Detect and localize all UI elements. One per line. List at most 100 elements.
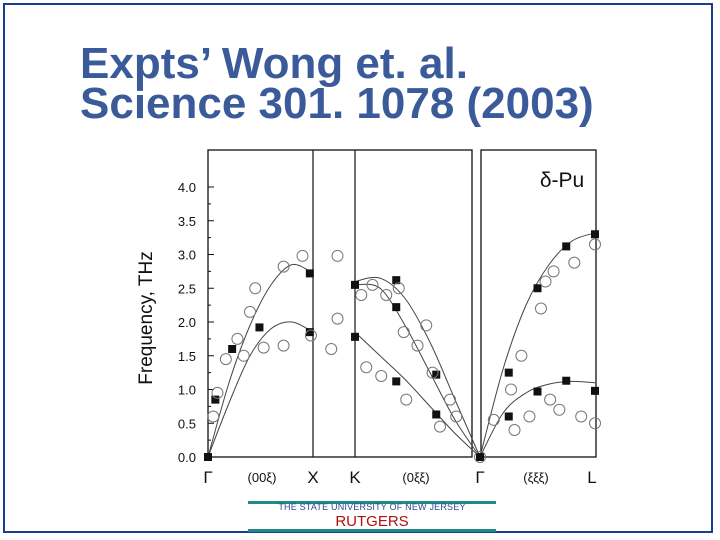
y-tick-label: 2.0 <box>178 315 196 330</box>
data-point-circle <box>444 393 456 406</box>
y-tick-label: 0.0 <box>178 450 196 465</box>
data-point-square <box>562 376 571 385</box>
data-point-circle <box>325 343 338 355</box>
data-point-circle <box>360 361 373 374</box>
plot-frame-right <box>480 149 597 458</box>
data-point-circle <box>331 312 344 325</box>
x-direction-label: (ξξξ) <box>523 470 548 485</box>
data-point-square <box>591 386 599 395</box>
data-point-square <box>392 303 401 312</box>
data-point-circle <box>589 417 601 430</box>
data-point-circle <box>568 256 581 269</box>
data-point-circle <box>380 289 393 301</box>
data-point-circle <box>539 275 552 288</box>
data-point-square <box>504 368 513 377</box>
slide-title-line-1: Expts’ Wong et. al. <box>80 39 468 88</box>
dispersion-fit-curve <box>479 232 596 458</box>
data-point-square <box>392 377 401 386</box>
y-tick-label: 2.5 <box>178 281 196 296</box>
data-point-square <box>562 242 571 251</box>
data-point-circle <box>411 339 424 352</box>
data-point-square <box>228 345 237 353</box>
data-point-square <box>255 323 264 332</box>
data-point-square <box>591 230 599 239</box>
dispersion-fit-curve <box>479 380 596 458</box>
x-point-label: X <box>307 468 318 487</box>
footer-university: THE STATE UNIVERSITY OF NEW JERSEY <box>278 502 466 512</box>
slide-title: Expts’ Wong et. al. Science 301. 1078 (2… <box>80 39 594 128</box>
data-point-circle <box>515 349 528 362</box>
data-point-circle <box>474 451 486 463</box>
data-point-circle <box>547 265 560 278</box>
data-point-circle <box>277 260 290 273</box>
data-point-circle <box>523 410 536 423</box>
dispersion-fit-curve <box>354 276 481 458</box>
x-direction-label: (0ξξ) <box>402 470 429 485</box>
data-point-square <box>211 395 220 404</box>
plot-frame-left <box>207 149 473 458</box>
footer-rule-bottom <box>248 529 496 532</box>
data-point-circle <box>207 410 220 423</box>
y-axis-label: Frequency, THz <box>136 251 157 384</box>
y-tick-label: 3.5 <box>178 214 196 229</box>
slide-frame <box>3 3 713 533</box>
data-point-circle <box>505 383 518 396</box>
y-tick-label: 0.5 <box>178 416 196 431</box>
chart-title: δ-Pu <box>540 169 584 192</box>
y-tick-label: 1.0 <box>178 383 196 398</box>
x-point-label: Γ <box>475 468 484 487</box>
data-point-circle <box>589 238 601 251</box>
data-point-circle <box>277 339 290 352</box>
data-point-square <box>204 453 212 461</box>
data-point-square <box>305 269 314 278</box>
data-point-circle <box>296 249 309 262</box>
data-point-circle <box>331 249 344 262</box>
x-direction-label: (00ξ) <box>248 470 277 485</box>
data-point-circle <box>508 424 521 436</box>
y-tick-label: 1.5 <box>178 349 196 364</box>
data-point-circle <box>244 305 256 318</box>
data-point-circle <box>534 302 547 315</box>
dispersion-fit-curve <box>207 263 314 458</box>
data-point-circle <box>231 332 244 345</box>
data-point-circle <box>257 341 270 354</box>
x-point-label: Γ <box>203 468 212 487</box>
data-point-square <box>351 280 359 289</box>
data-point-circle <box>366 278 379 291</box>
data-point-circle <box>219 353 232 366</box>
data-point-square <box>476 453 484 461</box>
data-point-circle <box>392 282 405 295</box>
data-point-square <box>504 412 513 421</box>
data-point-circle <box>553 403 566 416</box>
x-point-label: K <box>349 468 361 487</box>
data-point-circle <box>450 410 463 423</box>
data-point-circle <box>397 326 410 339</box>
x-point-label: L <box>587 468 596 487</box>
data-point-circle <box>400 393 413 406</box>
data-point-circle <box>487 413 500 426</box>
data-point-square <box>392 276 401 285</box>
data-point-circle <box>249 282 262 295</box>
y-tick-label: 4.0 <box>178 180 196 195</box>
data-point-circle <box>211 386 224 399</box>
data-point-square <box>432 370 441 379</box>
data-point-circle <box>575 410 588 423</box>
dispersion-fit-curve <box>354 283 481 458</box>
data-point-square <box>533 284 542 293</box>
data-point-circle <box>426 366 439 379</box>
data-point-square <box>305 328 314 337</box>
footer-rutgers: RUTGERS <box>335 513 409 530</box>
data-point-square <box>533 387 542 396</box>
dispersion-fit-curve <box>354 331 481 458</box>
data-point-circle <box>375 370 388 382</box>
slide-title-line-2: Science 301. 1078 (2003) <box>80 79 594 128</box>
data-point-square <box>351 332 359 341</box>
data-point-circle <box>434 420 446 433</box>
y-tick-label: 3.0 <box>178 248 196 263</box>
data-point-circle <box>544 393 557 406</box>
data-point-circle <box>304 329 317 342</box>
footer-rule-top <box>248 501 496 504</box>
data-point-circle <box>420 319 433 332</box>
data-point-circle <box>355 289 368 301</box>
